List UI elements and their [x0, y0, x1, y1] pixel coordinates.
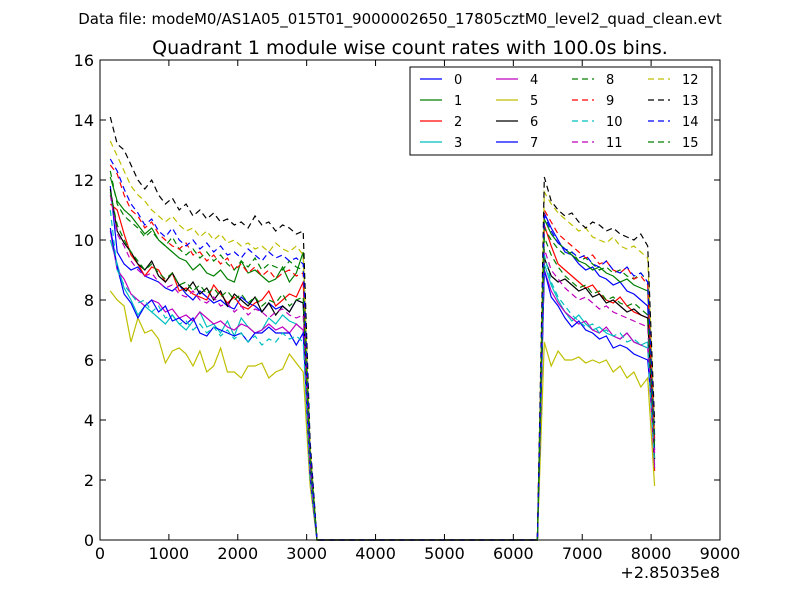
- legend-label-15: 15: [682, 136, 699, 151]
- series-layer: [109, 116, 656, 541]
- series-line-10: [109, 209, 656, 541]
- y-tick-label: 2: [84, 471, 94, 490]
- data-file-caption: Data file: modeM0/AS1A05_015T01_90000026…: [78, 10, 722, 29]
- x-tick-label: 9000: [700, 544, 741, 563]
- series-line-11: [109, 194, 656, 541]
- axes-layer: 0 1000 2000 3000 4000 5000 6000 7000 8000 9000 0 2 4…: [74, 51, 741, 563]
- series-line-8: [109, 170, 656, 541]
- y-tick-label: 10: [74, 231, 94, 250]
- x-tick-label: 3000: [286, 544, 327, 563]
- legend-label-2: 2: [454, 115, 462, 130]
- x-offset-label: +2.85035e8: [620, 563, 720, 582]
- series-line-14: [109, 158, 656, 541]
- series-line-12: [109, 140, 656, 541]
- legend-label-4: 4: [530, 73, 538, 88]
- legend-box: [409, 66, 713, 156]
- x-tick-label: 8000: [631, 544, 672, 563]
- series-line-15: [109, 191, 656, 541]
- chart-title: Quadrant 1 module wise count rates with …: [152, 37, 668, 59]
- legend-label-13: 13: [682, 94, 699, 109]
- series-line-13: [109, 116, 656, 541]
- legend-label-8: 8: [606, 73, 614, 88]
- legend-label-1: 1: [454, 94, 462, 109]
- legend-label-0: 0: [454, 73, 462, 88]
- series-line-3: [109, 239, 656, 541]
- y-tick-label: 6: [84, 351, 94, 370]
- legend-label-7: 7: [530, 136, 538, 151]
- y-tick-label: 0: [84, 531, 94, 550]
- x-tick-label: 1000: [149, 544, 190, 563]
- legend-label-14: 14: [682, 115, 699, 130]
- y-tick-label: 16: [74, 51, 94, 70]
- legend-label-5: 5: [530, 94, 538, 109]
- legend-label-12: 12: [682, 73, 699, 88]
- y-tick-label: 4: [84, 411, 94, 430]
- y-tick-label: 12: [74, 171, 94, 190]
- legend-label-6: 6: [530, 115, 538, 130]
- x-tick-label: 0: [95, 544, 105, 563]
- legend-label-9: 9: [606, 94, 614, 109]
- legend-label-3: 3: [454, 136, 462, 151]
- x-tick-label: 6000: [493, 544, 534, 563]
- x-tick-label: 4000: [355, 544, 396, 563]
- series-line-6: [109, 188, 656, 541]
- series-line-5: [109, 290, 656, 541]
- y-tick-label: 14: [74, 111, 94, 130]
- legend-label-11: 11: [606, 136, 623, 151]
- x-tick-label: 7000: [562, 544, 603, 563]
- series-line-1: [109, 176, 656, 541]
- x-tick-label: 2000: [217, 544, 258, 563]
- y-tick-label: 8: [84, 291, 94, 310]
- legend-label-10: 10: [606, 115, 623, 130]
- x-tick-label: 5000: [424, 544, 465, 563]
